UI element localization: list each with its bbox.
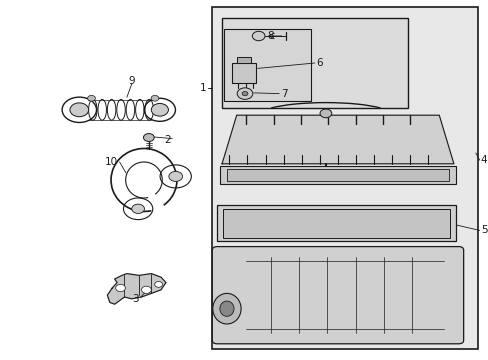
Circle shape (141, 286, 151, 293)
Circle shape (143, 134, 154, 141)
Bar (219, 166, 455, 184)
Text: 8: 8 (267, 31, 273, 41)
Polygon shape (222, 115, 453, 164)
Text: 5: 5 (480, 225, 487, 235)
Circle shape (168, 171, 182, 181)
Circle shape (151, 95, 159, 101)
Bar (223, 209, 449, 238)
Circle shape (151, 103, 168, 116)
Circle shape (154, 282, 162, 287)
Circle shape (237, 88, 252, 99)
Bar (217, 205, 455, 241)
Text: 1: 1 (199, 83, 205, 93)
Text: 6: 6 (316, 58, 322, 68)
FancyBboxPatch shape (212, 247, 463, 344)
Text: 2: 2 (164, 135, 170, 145)
Circle shape (116, 284, 125, 292)
Polygon shape (107, 274, 165, 304)
Bar (236, 57, 251, 63)
Circle shape (319, 109, 331, 118)
Circle shape (87, 95, 95, 101)
Text: 3: 3 (132, 294, 139, 304)
Text: 4: 4 (480, 155, 487, 165)
Bar (226, 169, 448, 181)
Bar (212, 7, 477, 349)
Text: 7: 7 (280, 89, 286, 99)
Ellipse shape (220, 301, 234, 316)
Circle shape (70, 103, 88, 117)
Circle shape (252, 31, 264, 41)
Text: 10: 10 (105, 157, 118, 167)
Bar (231, 63, 256, 83)
Circle shape (131, 204, 144, 213)
Bar (223, 29, 311, 101)
Circle shape (242, 91, 247, 96)
Ellipse shape (212, 293, 241, 324)
Text: 9: 9 (128, 76, 135, 86)
Bar (222, 18, 407, 108)
